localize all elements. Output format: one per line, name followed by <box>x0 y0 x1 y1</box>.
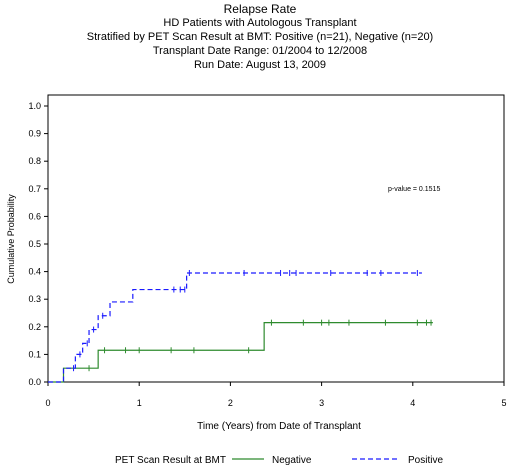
series-line-positive <box>48 272 422 383</box>
y-tick-label: 0.0 <box>28 377 41 387</box>
y-tick-label: 0.3 <box>28 294 41 304</box>
y-tick-label: 0.1 <box>28 349 41 359</box>
y-tick-label: 0.4 <box>28 267 41 277</box>
x-tick-label: 1 <box>137 398 142 408</box>
chart-subtitle-population: HD Patients with Autologous Transplant <box>163 17 357 29</box>
plot-frame <box>47 94 505 383</box>
x-tick-label: 0 <box>45 398 50 408</box>
legend-label-negative: Negative <box>272 455 312 466</box>
y-tick-label: 0.7 <box>28 184 41 194</box>
chart-subtitle-date-range: Transplant Date Range: 01/2004 to 12/200… <box>152 45 368 57</box>
chart-subtitle-stratification: Stratified by PET Scan Result at BMT: Po… <box>86 31 434 43</box>
chart-subtitle-run-date: Run Date: August 13, 2009 <box>193 59 327 71</box>
y-tick-label: 0.8 <box>28 156 41 166</box>
x-tick-label: 5 <box>501 398 506 408</box>
x-tick-label: 2 <box>228 398 233 408</box>
x-axis: 0 1 2 3 4 5 <box>45 382 507 408</box>
y-tick-label: 0.5 <box>28 239 41 249</box>
legend: PET Scan Result at BMT Negative Positive <box>115 455 443 466</box>
y-tick-label: 1.0 <box>28 101 41 111</box>
y-tick-label: 0.9 <box>28 129 41 139</box>
series-layer <box>48 269 433 383</box>
x-tick-label: 3 <box>319 398 324 408</box>
y-axis-label: Cumulative Probability <box>6 194 16 284</box>
series-line-negative <box>48 322 433 383</box>
y-tick-label: 0.6 <box>28 211 41 221</box>
chart-title: Relapse Rate <box>223 2 297 16</box>
legend-label-positive: Positive <box>408 455 443 466</box>
y-tick-label: 0.2 <box>28 322 41 332</box>
p-value-annotation: p-value = 0.1515 <box>388 186 440 193</box>
legend-title: PET Scan Result at BMT <box>115 455 226 466</box>
x-axis-label: Time (Years) from Date of Transplant <box>197 421 361 432</box>
y-axis: 0.0 0.1 0.2 0.3 0.4 0.5 0.6 0.7 0.8 0.9 1.0 <box>28 101 48 387</box>
x-tick-label: 4 <box>410 398 415 408</box>
title-block: Relapse Rate HD Patients with Autologous… <box>0 2 520 72</box>
